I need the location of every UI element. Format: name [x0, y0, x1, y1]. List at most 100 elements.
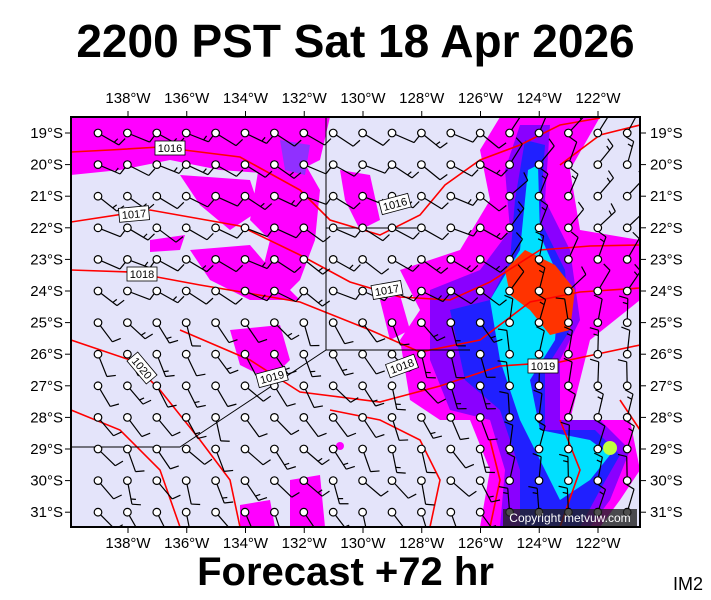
latitude-label: 24°S	[650, 283, 683, 300]
station-marker	[534, 160, 544, 170]
station-marker	[475, 413, 485, 422]
station-marker	[152, 349, 162, 359]
longitude-label: 136°W	[164, 535, 210, 552]
station-marker	[299, 318, 309, 328]
station-marker	[534, 413, 544, 422]
station-marker	[564, 191, 573, 201]
station-marker	[534, 223, 544, 233]
station-marker	[387, 318, 397, 328]
station-marker	[122, 349, 132, 359]
station-marker	[328, 507, 338, 517]
station-marker	[417, 254, 426, 264]
station-marker	[240, 381, 250, 391]
longitude-label: 138°W	[105, 535, 151, 552]
station-marker	[417, 381, 426, 391]
station-marker	[211, 254, 221, 264]
station-marker	[328, 476, 338, 486]
station-marker	[299, 254, 309, 264]
latitude-label: 24°S	[30, 283, 63, 300]
station-marker	[387, 128, 397, 138]
station-marker	[240, 413, 250, 422]
station-marker	[622, 128, 632, 138]
station-marker	[593, 444, 603, 454]
svg-text:1017: 1017	[374, 283, 400, 299]
latitude-label: 26°S	[30, 346, 63, 363]
longitude-label: 132°W	[282, 90, 328, 107]
latitude-label: 29°S	[30, 441, 63, 458]
station-marker	[564, 381, 573, 391]
station-marker	[270, 160, 279, 170]
station-marker	[358, 507, 368, 517]
station-marker	[181, 128, 191, 138]
station-marker	[152, 444, 162, 454]
svg-text:1017: 1017	[121, 208, 146, 222]
station-marker	[299, 191, 309, 201]
station-marker	[387, 349, 397, 359]
latitude-label: 20°S	[650, 157, 683, 174]
station-marker	[387, 223, 397, 233]
station-marker	[534, 286, 544, 296]
station-marker	[211, 286, 221, 296]
station-marker	[299, 381, 309, 391]
station-marker	[622, 349, 632, 359]
station-marker	[299, 160, 309, 170]
latitude-label: 20°S	[30, 157, 63, 174]
station-marker	[181, 476, 191, 486]
station-marker	[593, 349, 603, 359]
station-marker	[240, 254, 250, 264]
station-marker	[475, 444, 485, 454]
axes: 138°W 138°W 136°W 136°W 134°W 134°W 132°W 132°W…	[30, 90, 682, 552]
isobar-label: 1017	[370, 280, 404, 300]
station-marker	[446, 381, 456, 391]
station-marker	[211, 507, 221, 517]
station-marker	[152, 254, 162, 264]
station-marker	[299, 413, 309, 422]
station-marker	[622, 254, 632, 264]
station-marker	[564, 160, 573, 170]
longitude-label: 124°W	[517, 90, 563, 107]
station-marker	[299, 286, 309, 296]
station-marker	[122, 507, 132, 517]
station-marker	[93, 507, 103, 517]
station-marker	[505, 413, 515, 422]
copyright-text: Copyright metvuw.com	[509, 511, 630, 525]
station-marker	[417, 444, 426, 454]
station-marker	[417, 413, 426, 422]
isobar-label: 1019	[527, 358, 559, 374]
station-marker	[534, 476, 544, 486]
station-marker	[446, 160, 456, 170]
forecast-label: Forecast +72 hr	[197, 550, 494, 594]
station-marker	[270, 191, 279, 201]
station-marker	[181, 413, 191, 422]
station-marker	[122, 223, 132, 233]
station-marker	[240, 476, 250, 486]
station-marker	[358, 254, 368, 264]
longitude-label: 130°W	[340, 90, 386, 107]
station-marker	[475, 349, 485, 359]
latitude-label: 28°S	[30, 409, 63, 426]
station-marker	[270, 349, 279, 359]
station-marker	[240, 444, 250, 454]
station-marker	[564, 444, 573, 454]
station-marker	[181, 381, 191, 391]
station-marker	[152, 381, 162, 391]
station-marker	[358, 286, 368, 296]
wind-barbs	[93, 117, 640, 527]
station-marker	[564, 223, 573, 233]
station-marker	[181, 507, 191, 517]
station-marker	[475, 254, 485, 264]
station-marker	[328, 191, 338, 201]
longitude-label: 124°W	[517, 535, 563, 552]
station-marker	[417, 507, 426, 517]
map-title: 2200 PST Sat 18 Apr 2026	[76, 15, 635, 67]
station-marker	[358, 128, 368, 138]
station-marker	[240, 286, 250, 296]
station-marker	[152, 191, 162, 201]
station-marker	[240, 349, 250, 359]
station-marker	[505, 191, 515, 201]
station-marker	[446, 191, 456, 201]
copyright-box	[503, 509, 637, 526]
station-marker	[211, 128, 221, 138]
station-marker	[122, 476, 132, 486]
